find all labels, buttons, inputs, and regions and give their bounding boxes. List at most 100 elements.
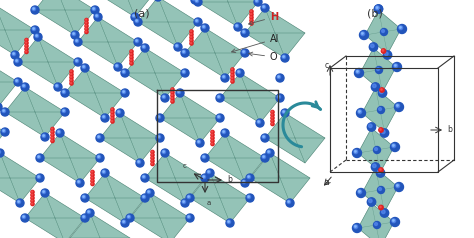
Circle shape bbox=[71, 77, 72, 78]
Polygon shape bbox=[95, 0, 155, 17]
Circle shape bbox=[26, 45, 27, 46]
Circle shape bbox=[261, 134, 269, 142]
Circle shape bbox=[374, 5, 383, 13]
Circle shape bbox=[61, 89, 69, 97]
Circle shape bbox=[128, 216, 129, 217]
Circle shape bbox=[32, 203, 33, 204]
Circle shape bbox=[137, 160, 141, 164]
Circle shape bbox=[382, 210, 385, 213]
Circle shape bbox=[256, 119, 264, 127]
Circle shape bbox=[174, 43, 182, 51]
Circle shape bbox=[31, 196, 34, 200]
Circle shape bbox=[162, 150, 165, 154]
Circle shape bbox=[255, 0, 258, 3]
Circle shape bbox=[52, 134, 53, 135]
Polygon shape bbox=[0, 57, 18, 107]
Circle shape bbox=[116, 109, 124, 117]
Circle shape bbox=[271, 119, 274, 123]
Circle shape bbox=[241, 179, 249, 187]
Circle shape bbox=[394, 183, 403, 192]
Circle shape bbox=[217, 95, 220, 99]
Circle shape bbox=[397, 105, 398, 106]
Circle shape bbox=[195, 19, 199, 23]
Circle shape bbox=[371, 83, 380, 91]
Circle shape bbox=[136, 40, 137, 41]
Circle shape bbox=[196, 139, 204, 147]
Circle shape bbox=[34, 33, 42, 41]
Circle shape bbox=[251, 10, 252, 12]
Circle shape bbox=[62, 90, 65, 94]
Circle shape bbox=[78, 181, 79, 182]
Circle shape bbox=[111, 120, 113, 122]
Circle shape bbox=[231, 80, 234, 83]
Circle shape bbox=[206, 169, 214, 177]
Polygon shape bbox=[35, 0, 95, 35]
Circle shape bbox=[32, 194, 33, 195]
Circle shape bbox=[52, 128, 53, 129]
Circle shape bbox=[222, 75, 226, 79]
Polygon shape bbox=[362, 88, 398, 132]
Circle shape bbox=[186, 194, 194, 202]
Circle shape bbox=[87, 210, 91, 213]
Circle shape bbox=[395, 64, 396, 66]
Circle shape bbox=[356, 71, 358, 72]
Circle shape bbox=[354, 225, 357, 229]
Circle shape bbox=[171, 100, 174, 103]
Circle shape bbox=[194, 18, 202, 26]
Circle shape bbox=[83, 216, 84, 217]
Circle shape bbox=[118, 111, 119, 112]
Circle shape bbox=[16, 80, 18, 81]
Circle shape bbox=[396, 104, 400, 108]
Circle shape bbox=[31, 190, 34, 193]
Circle shape bbox=[171, 91, 174, 94]
Circle shape bbox=[172, 92, 173, 93]
Circle shape bbox=[277, 95, 281, 99]
Circle shape bbox=[26, 39, 27, 40]
Circle shape bbox=[243, 181, 244, 182]
Text: O: O bbox=[249, 52, 278, 62]
Text: Al: Al bbox=[232, 34, 279, 53]
Circle shape bbox=[142, 175, 146, 178]
Circle shape bbox=[197, 140, 201, 144]
Circle shape bbox=[123, 91, 124, 92]
Circle shape bbox=[85, 21, 88, 25]
Circle shape bbox=[377, 106, 384, 114]
Circle shape bbox=[369, 199, 372, 203]
Circle shape bbox=[71, 31, 79, 39]
Circle shape bbox=[242, 180, 246, 183]
Circle shape bbox=[101, 114, 109, 122]
Circle shape bbox=[57, 130, 61, 134]
Text: a: a bbox=[207, 200, 211, 206]
Circle shape bbox=[382, 130, 385, 134]
Circle shape bbox=[374, 148, 377, 150]
Circle shape bbox=[262, 135, 265, 139]
Circle shape bbox=[190, 36, 193, 39]
Circle shape bbox=[32, 27, 36, 30]
Circle shape bbox=[16, 60, 18, 61]
Circle shape bbox=[383, 51, 392, 59]
Circle shape bbox=[85, 28, 87, 29]
Circle shape bbox=[52, 140, 53, 141]
Circle shape bbox=[380, 169, 381, 170]
Circle shape bbox=[394, 64, 398, 68]
Polygon shape bbox=[358, 203, 394, 238]
Circle shape bbox=[241, 29, 249, 37]
Circle shape bbox=[271, 116, 274, 120]
Circle shape bbox=[143, 46, 144, 47]
Circle shape bbox=[92, 7, 96, 10]
Circle shape bbox=[250, 22, 253, 25]
Circle shape bbox=[358, 110, 362, 114]
Circle shape bbox=[182, 70, 185, 74]
Circle shape bbox=[392, 220, 394, 221]
Circle shape bbox=[247, 195, 251, 198]
Circle shape bbox=[251, 14, 252, 15]
Polygon shape bbox=[160, 93, 220, 143]
Text: H: H bbox=[248, 12, 278, 25]
Circle shape bbox=[25, 45, 28, 48]
Polygon shape bbox=[85, 173, 145, 223]
Circle shape bbox=[61, 108, 69, 116]
Circle shape bbox=[231, 78, 233, 79]
Circle shape bbox=[2, 109, 6, 113]
Circle shape bbox=[33, 8, 34, 9]
Circle shape bbox=[43, 135, 45, 136]
